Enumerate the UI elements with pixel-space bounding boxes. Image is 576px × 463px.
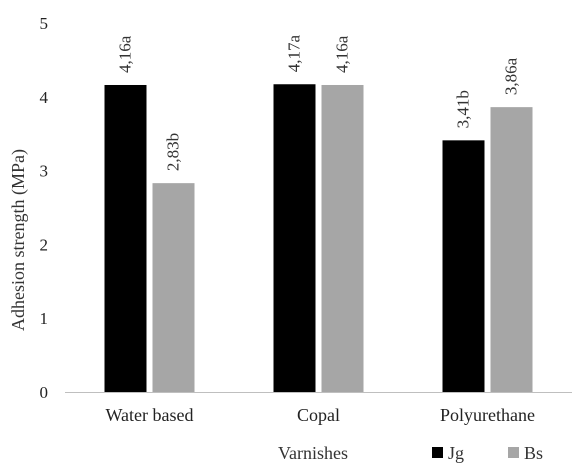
legend-swatch-bs — [508, 447, 519, 458]
data-label: 4,16a — [333, 35, 352, 73]
legend-swatch-jg — [432, 447, 443, 458]
legend-label-bs: Bs — [524, 443, 543, 463]
bar-jg-1 — [273, 84, 316, 392]
y-tick-label: 0 — [40, 383, 49, 402]
bar-bs-1 — [321, 84, 364, 392]
bar-jg-0 — [104, 84, 147, 392]
legend: Jg Bs — [432, 443, 543, 463]
category-label: Copal — [297, 405, 340, 425]
data-labels: 4,16a 2,83b 4,17a 4,16a 3,41b 3,86a — [116, 35, 521, 172]
bar-bs-0 — [152, 183, 195, 392]
y-tick-label: 3 — [40, 162, 49, 181]
y-tick-label: 2 — [40, 235, 49, 254]
data-label: 2,83b — [164, 133, 183, 171]
data-label: 3,86a — [502, 57, 521, 95]
y-tick-label: 4 — [40, 88, 49, 107]
x-axis-title: Varnishes — [278, 443, 348, 463]
category-label: Water based — [105, 405, 193, 425]
data-label: 3,41b — [454, 90, 473, 128]
category-labels: Water based Copal Polyurethane — [105, 405, 535, 425]
data-label: 4,17a — [285, 35, 304, 73]
y-tick-label: 1 — [40, 309, 49, 328]
y-axis-title: Adhesion strength (MPa) — [8, 149, 29, 331]
y-axis-ticks: 0 1 2 3 4 5 — [40, 14, 49, 402]
data-label: 4,16a — [116, 35, 135, 73]
legend-label-jg: Jg — [448, 443, 464, 463]
bar-bs-2 — [490, 107, 533, 392]
bar-jg-2 — [442, 140, 485, 392]
bars — [104, 84, 533, 392]
y-tick-label: 5 — [40, 14, 49, 33]
category-label: Polyurethane — [440, 405, 535, 425]
